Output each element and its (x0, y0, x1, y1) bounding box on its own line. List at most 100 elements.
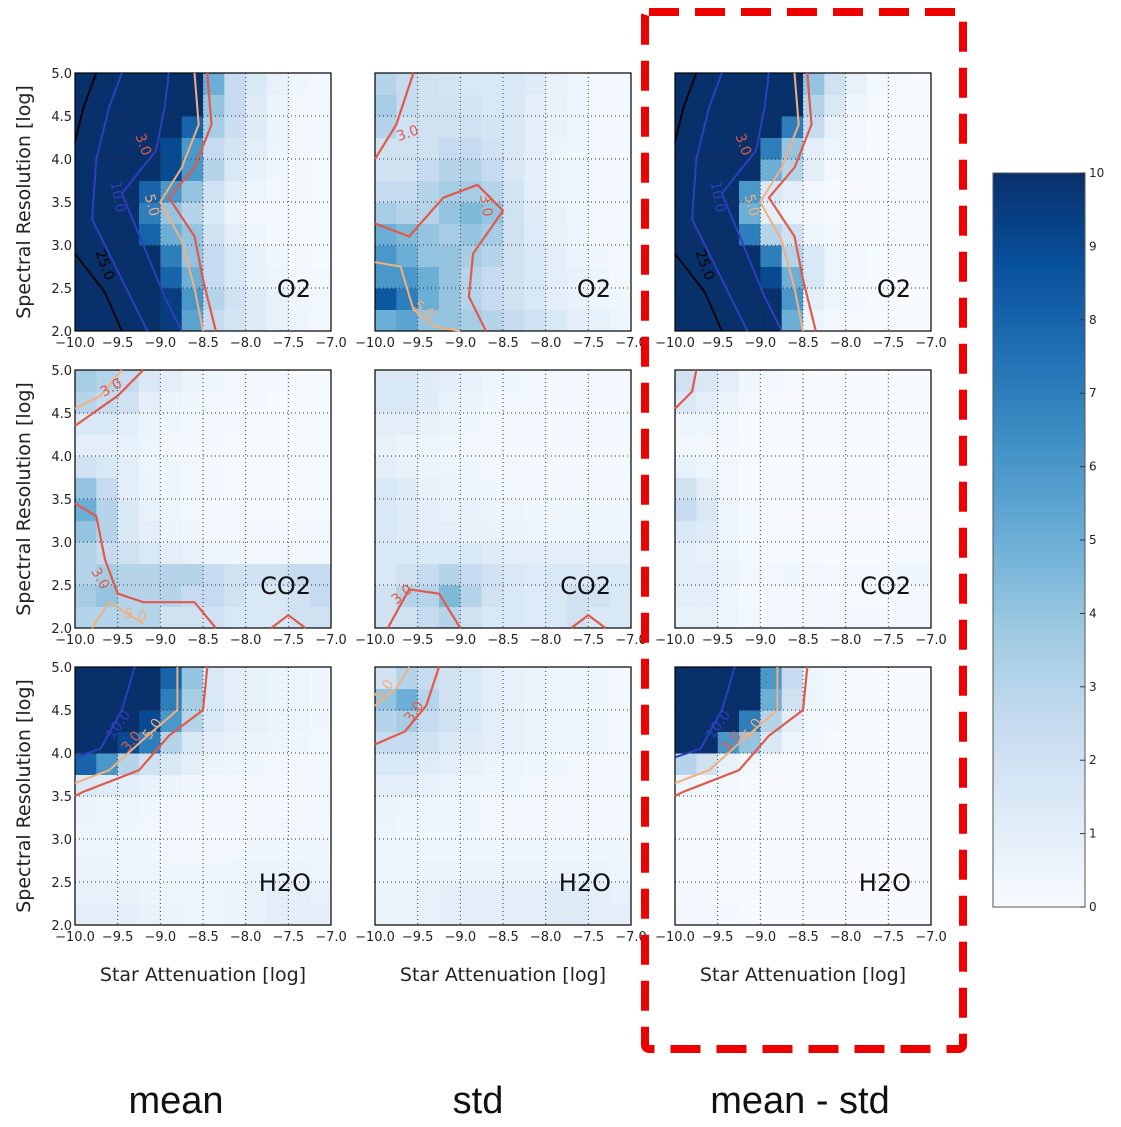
heatmap-cell (845, 223, 868, 246)
heatmap-cell (288, 94, 311, 117)
heatmap-cell (439, 223, 461, 246)
heatmap-cell (396, 774, 419, 797)
x-tick-label: −7.5 (273, 930, 305, 945)
y-tick-label: 5.0 (51, 661, 72, 676)
heatmap-cell (96, 796, 119, 818)
heatmap-cell (824, 137, 847, 160)
heatmap-cell (588, 796, 611, 818)
heatmap-cell (909, 223, 932, 246)
heatmap-cell (181, 456, 204, 478)
heatmap-cell (481, 585, 504, 607)
heatmap-cell (160, 266, 183, 289)
heatmap-cell (181, 731, 204, 754)
heatmap-cell (117, 542, 140, 564)
heatmap-cell (503, 94, 525, 117)
heatmap-cell (309, 606, 332, 629)
heatmap-cell (567, 434, 589, 457)
heatmap-cell (588, 667, 611, 689)
y-tick-label: 4.5 (51, 110, 72, 125)
heatmap-cell (760, 585, 783, 607)
heatmap-cell (909, 520, 932, 543)
heatmap-cell (139, 116, 161, 138)
heatmap-cell (417, 774, 440, 797)
heatmap-cell (760, 370, 783, 392)
heatmap-cell (675, 688, 697, 711)
heatmap-cell (181, 585, 204, 607)
heatmap-cell (375, 288, 397, 310)
x-tick-label: −7.0 (615, 633, 647, 648)
heatmap-cell (481, 391, 504, 414)
heatmap-cell (545, 731, 568, 754)
heatmap-cell (675, 94, 697, 117)
heatmap-cell (439, 606, 461, 629)
heatmap-cell (909, 860, 932, 883)
heatmap-cell (545, 202, 568, 224)
heatmap-cell (439, 434, 461, 457)
heatmap-cell (267, 223, 289, 246)
heatmap-cell (696, 499, 719, 521)
heatmap-cell (75, 288, 97, 310)
heatmap-cell (160, 903, 183, 926)
x-tick-label: −8.0 (530, 336, 562, 351)
heatmap-cell (439, 542, 461, 564)
heatmap-cell (309, 667, 332, 689)
heatmap-cell (267, 860, 289, 883)
heatmap-cell (309, 753, 332, 775)
heatmap-cell (224, 180, 247, 203)
heatmap-cell (460, 223, 483, 246)
heatmap-cell (417, 903, 440, 926)
heatmap-cell (524, 202, 547, 224)
heatmap-cell (203, 667, 225, 689)
heatmap-cell (245, 796, 268, 818)
colorbar-tick-label: 5 (1089, 533, 1097, 547)
heatmap-cell (309, 202, 332, 224)
contour-line-5 (374, 666, 410, 707)
heatmap-cell (288, 202, 311, 224)
heatmap-cell (803, 520, 825, 543)
heatmap-cell (203, 180, 225, 203)
heatmap-cell (117, 116, 140, 138)
colorbar-tick-label: 9 (1089, 239, 1097, 253)
heatmap-cell (245, 585, 268, 607)
heatmap-cell (609, 839, 632, 861)
heatmap-cell (545, 860, 568, 883)
heatmap-cell (375, 309, 397, 332)
heatmap-cell (417, 796, 440, 818)
heatmap-cell (267, 370, 289, 392)
heatmap-cell (867, 434, 889, 457)
heatmap-cell (696, 839, 719, 861)
heatmap-cell (824, 223, 847, 246)
heatmap-cell (117, 563, 140, 586)
heatmap-cell (245, 370, 268, 392)
heatmap-cell (309, 499, 332, 521)
heatmap-cell (460, 839, 483, 861)
heatmap-cell (96, 903, 119, 926)
heatmap-cell (867, 391, 889, 414)
heatmap-cell (760, 288, 783, 310)
heatmap-cell (524, 309, 547, 332)
heatmap-cell (224, 520, 247, 543)
heatmap-cell (609, 882, 632, 904)
heatmap-cell (739, 903, 761, 926)
contour-line-5 (91, 600, 144, 629)
heatmap-cell (417, 860, 440, 883)
heatmap-cell (760, 774, 783, 797)
heatmap-cell (396, 116, 419, 138)
heatmap-cell (481, 499, 504, 521)
heatmap-cell (417, 159, 440, 181)
heatmap-cell (203, 137, 225, 160)
heatmap-cell (375, 860, 397, 883)
heatmap-cell (867, 520, 889, 543)
contour-label: 3.0 (131, 132, 154, 158)
heatmap-cell (503, 839, 525, 861)
heatmap-cell (309, 542, 332, 564)
heatmap-cell (696, 116, 719, 138)
colorbar-tick-label: 0 (1089, 900, 1097, 914)
heatmap-cell (503, 266, 525, 289)
heatmap-cell (524, 774, 547, 797)
heatmap-cell (888, 520, 911, 543)
heatmap-cell (545, 434, 568, 457)
heatmap-cell (160, 753, 183, 775)
heatmap-cell (396, 245, 419, 267)
x-tick-label: −7.5 (573, 633, 605, 648)
